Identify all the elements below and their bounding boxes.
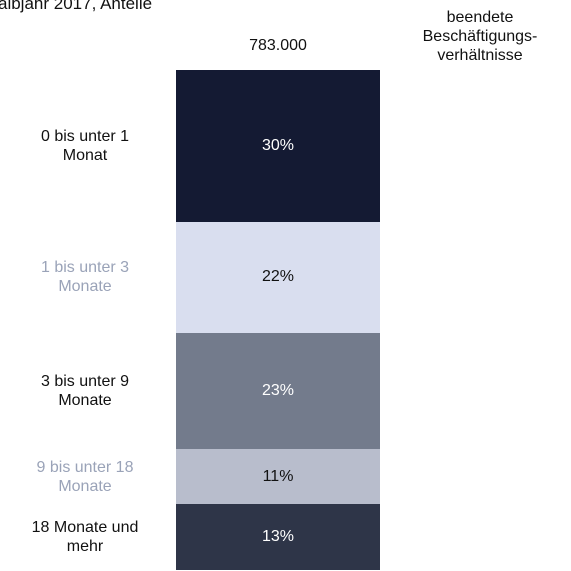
- chart-title: albjahr 2017, Anteile: [0, 0, 153, 13]
- segment-label: 0 bis unter 1 Monat: [40, 127, 130, 164]
- bar-label: beendete Beschäftigungs- verhältnisse: [422, 9, 538, 64]
- bar-segment: 30%: [176, 70, 380, 222]
- bar-segment: 11%: [176, 448, 380, 505]
- bar-segment: 13%: [176, 504, 380, 570]
- segment-label: 1 bis unter 3 Monate: [40, 259, 130, 296]
- bar-segment: 22%: [176, 221, 380, 333]
- segment-label: 18 Monate und mehr: [31, 519, 139, 556]
- value-label: 30%: [261, 136, 295, 154]
- segment-label: 3 bis unter 9 Monate: [40, 372, 130, 409]
- segment-label: 9 bis unter 18 Monate: [36, 458, 134, 495]
- total-label: 783.000: [249, 37, 307, 54]
- bar-segment: 23%: [176, 332, 380, 449]
- value-label: 13%: [261, 528, 295, 546]
- value-label: 23%: [261, 381, 295, 399]
- value-label: 22%: [261, 268, 295, 286]
- value-label: 11%: [262, 467, 294, 485]
